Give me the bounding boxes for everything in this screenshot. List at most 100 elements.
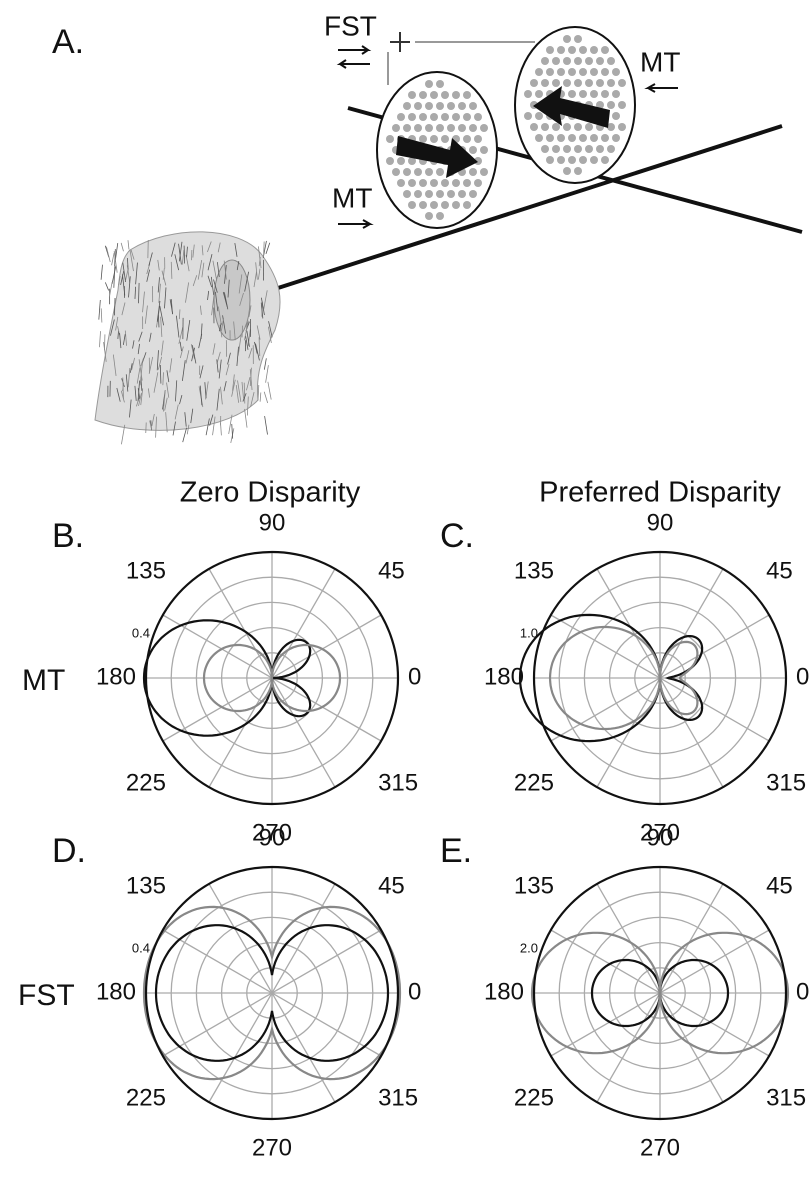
dot <box>452 113 460 121</box>
dot <box>563 57 571 65</box>
dot <box>541 57 549 65</box>
fur <box>99 300 100 320</box>
dot <box>574 123 582 131</box>
dot <box>403 102 411 110</box>
dot <box>612 134 620 142</box>
dot <box>541 123 549 131</box>
dot <box>408 179 416 187</box>
fur <box>245 409 247 428</box>
dot <box>557 68 565 76</box>
dot <box>419 91 427 99</box>
dot <box>524 112 532 120</box>
dot <box>585 145 593 153</box>
stimulus-diagram <box>278 27 802 288</box>
dot <box>403 168 411 176</box>
dot <box>607 57 615 65</box>
dot <box>392 168 400 176</box>
dot <box>574 145 582 153</box>
dot <box>397 113 405 121</box>
dot <box>397 179 405 187</box>
dot <box>607 145 615 153</box>
fur <box>268 382 271 400</box>
column-header: Preferred Disparity <box>539 477 781 509</box>
dot <box>463 201 471 209</box>
angle-label: 0 <box>796 978 809 1005</box>
dot <box>430 91 438 99</box>
angle-label: 0 <box>408 663 421 690</box>
angle-label: 0 <box>408 978 421 1005</box>
dot <box>480 168 488 176</box>
dot <box>452 201 460 209</box>
dot <box>568 156 576 164</box>
dot <box>447 190 455 198</box>
dot <box>618 79 626 87</box>
panel-label: A. <box>52 23 84 61</box>
dot <box>452 91 460 99</box>
dot <box>463 113 471 121</box>
dot <box>596 57 604 65</box>
fur <box>184 246 185 264</box>
dot <box>425 80 433 88</box>
dot <box>430 179 438 187</box>
dot <box>557 156 565 164</box>
dot <box>568 90 576 98</box>
dot <box>452 179 460 187</box>
fur <box>112 253 115 265</box>
dot <box>458 190 466 198</box>
dot <box>463 179 471 187</box>
dot <box>408 91 416 99</box>
dot <box>568 46 576 54</box>
dot <box>414 124 422 132</box>
dot <box>546 134 554 142</box>
dot <box>408 201 416 209</box>
angle-label: 315 <box>378 1084 418 1111</box>
dot <box>596 79 604 87</box>
dot <box>530 79 538 87</box>
fur <box>114 298 115 315</box>
dot <box>557 134 565 142</box>
dot <box>419 201 427 209</box>
scale-label: 0.4 <box>132 940 150 955</box>
dot <box>469 124 477 132</box>
dot <box>579 134 587 142</box>
angle-label: 315 <box>378 769 418 796</box>
area-label: MT <box>640 46 680 77</box>
dot <box>601 156 609 164</box>
dot <box>590 156 598 164</box>
dot <box>425 102 433 110</box>
dot <box>447 124 455 132</box>
angle-label: 90 <box>647 824 674 851</box>
dot <box>612 90 620 98</box>
angle-label: 90 <box>259 824 286 851</box>
angle-label: 270 <box>252 1134 292 1161</box>
dot <box>612 68 620 76</box>
dot <box>590 68 598 76</box>
dot <box>474 179 482 187</box>
angle-label: 225 <box>514 1084 554 1111</box>
dot <box>441 201 449 209</box>
dot <box>557 46 565 54</box>
dot <box>436 212 444 220</box>
area-label: FST <box>324 10 377 41</box>
dot <box>552 79 560 87</box>
angle-label: 180 <box>96 978 136 1005</box>
scale-label: 2.0 <box>520 940 538 955</box>
fur <box>265 416 268 434</box>
dot <box>392 124 400 132</box>
dot <box>408 113 416 121</box>
dot <box>618 101 626 109</box>
dot <box>419 135 427 143</box>
angle-label: 45 <box>766 557 793 584</box>
dot <box>425 212 433 220</box>
dot <box>436 124 444 132</box>
dot <box>601 90 609 98</box>
dot <box>397 157 405 165</box>
dot <box>579 46 587 54</box>
dot <box>386 135 394 143</box>
angle-label: 315 <box>766 1084 806 1111</box>
dot <box>546 68 554 76</box>
dot <box>414 168 422 176</box>
dot <box>436 190 444 198</box>
angle-label: 135 <box>514 557 554 584</box>
dot <box>474 113 482 121</box>
